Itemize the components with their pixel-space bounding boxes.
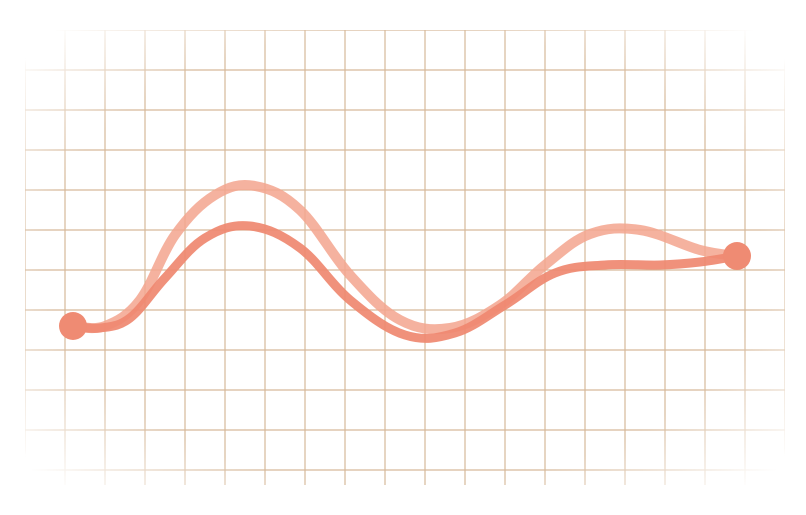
endpoint-dot — [59, 312, 87, 340]
grid — [25, 30, 785, 485]
chart-stage — [0, 0, 806, 515]
endpoint-dot — [723, 242, 751, 270]
chart-svg — [0, 0, 806, 515]
curve-back — [73, 185, 737, 329]
curves — [73, 185, 737, 338]
